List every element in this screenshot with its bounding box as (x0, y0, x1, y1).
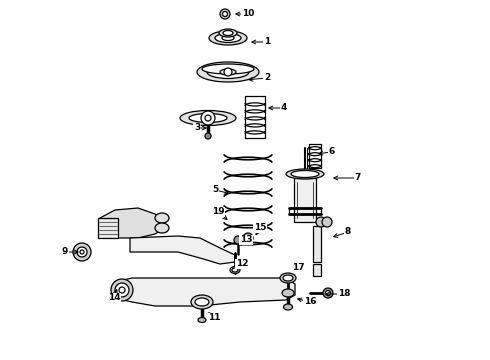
Ellipse shape (155, 213, 169, 223)
Text: 19: 19 (212, 207, 224, 216)
Ellipse shape (280, 273, 296, 283)
Circle shape (205, 115, 211, 121)
Ellipse shape (219, 29, 237, 37)
Ellipse shape (283, 275, 293, 281)
Ellipse shape (286, 169, 324, 179)
Circle shape (77, 247, 87, 257)
Ellipse shape (207, 66, 249, 78)
Ellipse shape (222, 36, 234, 40)
Circle shape (316, 217, 326, 227)
Text: 14: 14 (108, 293, 121, 302)
Circle shape (222, 12, 227, 17)
Circle shape (111, 279, 133, 301)
Circle shape (234, 236, 242, 244)
Circle shape (323, 288, 333, 298)
Circle shape (73, 243, 91, 261)
Text: 12: 12 (236, 260, 248, 269)
Ellipse shape (197, 62, 259, 82)
Circle shape (322, 217, 332, 227)
Text: 1: 1 (264, 37, 270, 46)
Ellipse shape (195, 298, 209, 306)
Text: 11: 11 (208, 314, 220, 323)
Polygon shape (100, 208, 165, 238)
Circle shape (205, 133, 211, 139)
Ellipse shape (202, 64, 254, 74)
Ellipse shape (284, 304, 293, 310)
Polygon shape (313, 264, 321, 276)
Polygon shape (98, 218, 118, 238)
Polygon shape (130, 236, 235, 264)
Ellipse shape (282, 289, 294, 297)
Polygon shape (115, 278, 295, 306)
Text: 3: 3 (194, 123, 200, 132)
Circle shape (224, 68, 232, 76)
Circle shape (243, 233, 253, 243)
Circle shape (115, 283, 129, 297)
Ellipse shape (223, 31, 233, 36)
Polygon shape (294, 178, 316, 222)
Text: 4: 4 (281, 104, 287, 112)
Polygon shape (313, 226, 321, 262)
Circle shape (201, 111, 215, 125)
Text: 17: 17 (292, 264, 304, 273)
Text: 9: 9 (62, 248, 68, 256)
Ellipse shape (198, 318, 206, 323)
Ellipse shape (180, 111, 236, 126)
Circle shape (220, 9, 230, 19)
Circle shape (325, 291, 330, 296)
Text: 16: 16 (304, 297, 316, 306)
Circle shape (119, 287, 125, 293)
Ellipse shape (209, 31, 247, 45)
Ellipse shape (189, 113, 227, 122)
Ellipse shape (232, 268, 238, 272)
Ellipse shape (191, 295, 213, 309)
Text: 8: 8 (345, 228, 351, 237)
Ellipse shape (215, 33, 241, 42)
Ellipse shape (220, 69, 236, 75)
Ellipse shape (291, 171, 319, 177)
Ellipse shape (230, 266, 240, 274)
Ellipse shape (155, 223, 169, 233)
Text: 10: 10 (242, 9, 254, 18)
Text: 5: 5 (212, 185, 218, 194)
Circle shape (80, 250, 84, 254)
Circle shape (245, 235, 250, 240)
Text: 7: 7 (355, 174, 361, 183)
Text: 6: 6 (329, 148, 335, 157)
Text: 15: 15 (254, 224, 266, 233)
Text: 13: 13 (240, 235, 252, 244)
Text: 18: 18 (338, 289, 350, 298)
Text: 2: 2 (264, 73, 270, 82)
